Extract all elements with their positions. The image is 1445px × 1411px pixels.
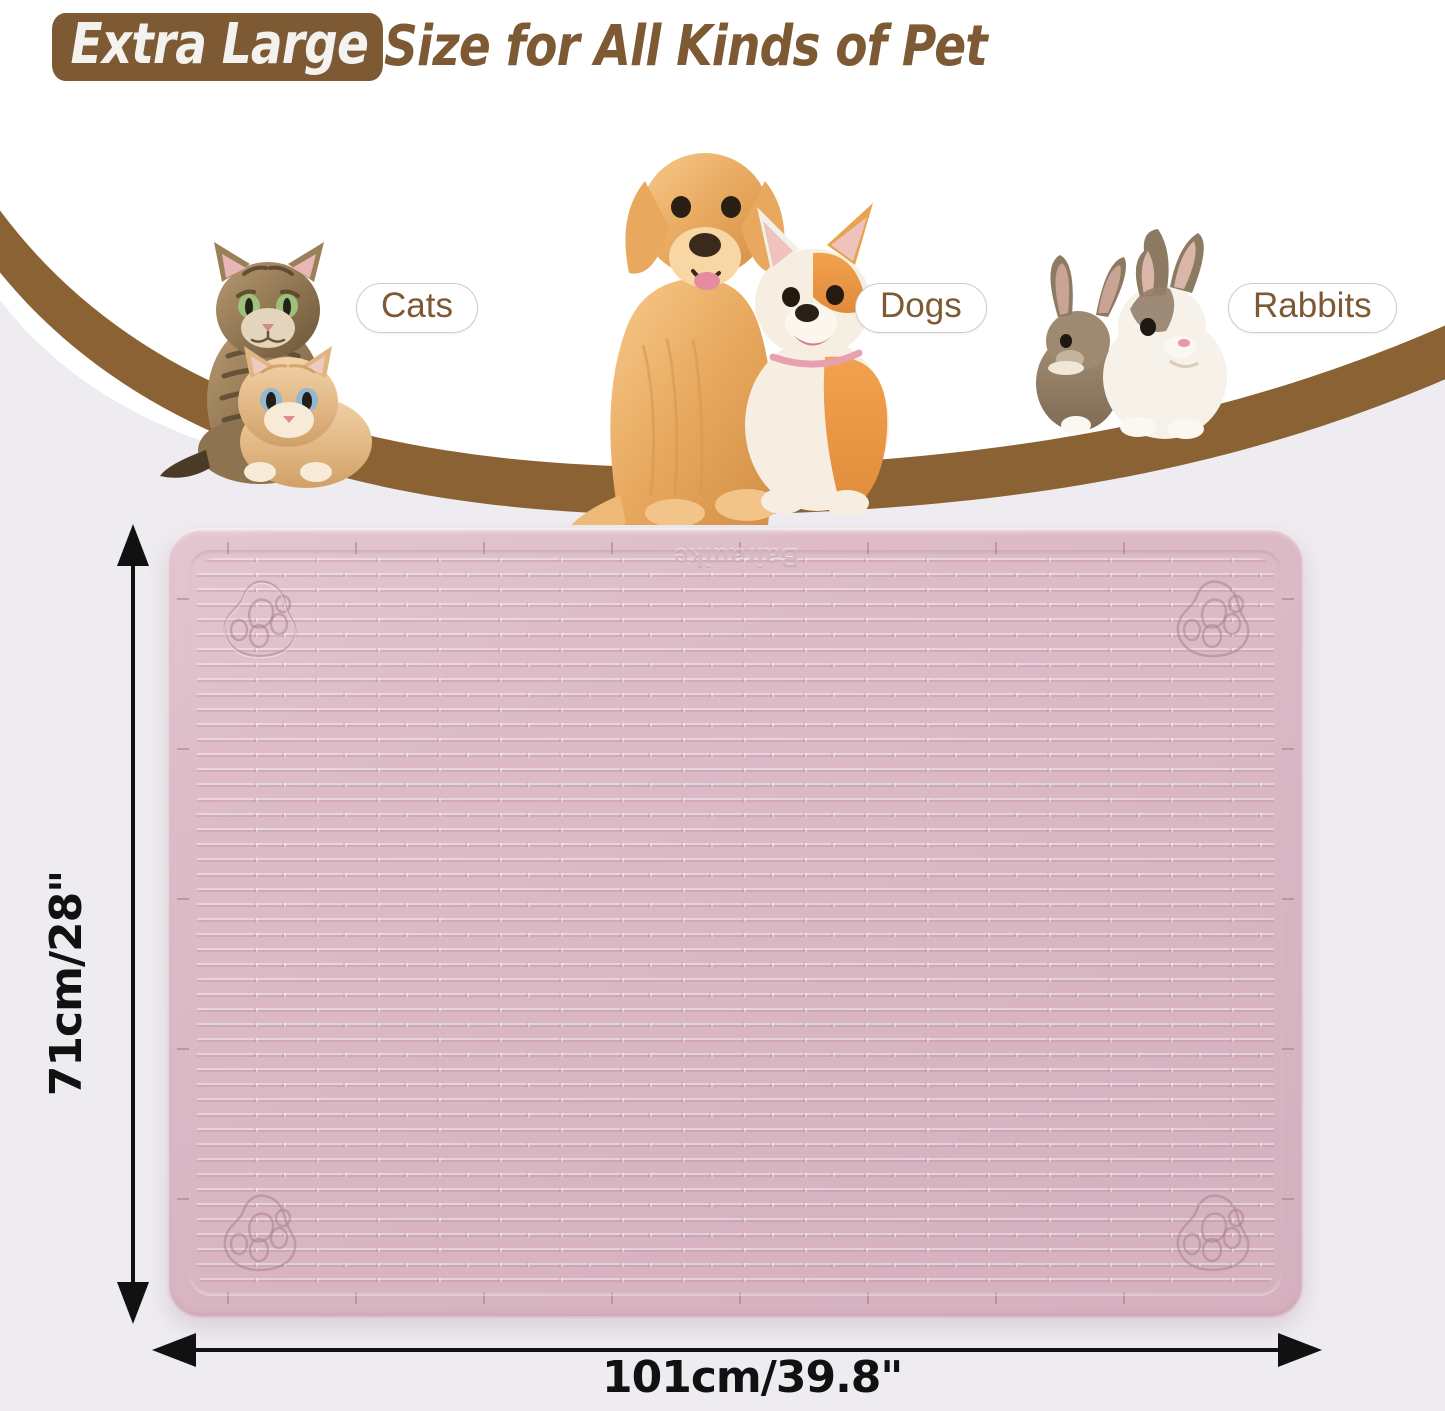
rabbits-photo bbox=[1020, 205, 1270, 445]
mat-edge-notches-bottom bbox=[227, 1292, 1244, 1304]
width-dimension-label: 101cm/39.8" bbox=[602, 1352, 903, 1403]
height-dimension-arrow bbox=[117, 524, 149, 1324]
pet-pill-rabbits: Rabbits bbox=[1228, 283, 1397, 333]
paw-print-icon bbox=[1176, 1194, 1250, 1272]
mat-edge-notches-right bbox=[1282, 598, 1294, 1248]
pet-feeding-mat: Bairauike bbox=[167, 528, 1304, 1318]
cats-photo bbox=[110, 150, 410, 490]
mat-edge-notches-top bbox=[227, 542, 1244, 554]
brand-emboss: Bairauike bbox=[672, 543, 799, 573]
headline-badge: Extra Large bbox=[52, 13, 384, 81]
dogs-photo bbox=[525, 95, 925, 533]
mat-surface: Bairauike bbox=[167, 528, 1304, 1318]
height-dimension-label: 71cm/28" bbox=[41, 870, 93, 1097]
headline-rest: Size for All Kinds of Pet bbox=[384, 14, 988, 79]
mat-inner-bevel bbox=[189, 550, 1282, 1296]
pet-pill-dogs: Dogs bbox=[855, 283, 987, 333]
pet-pill-cats: Cats bbox=[356, 283, 478, 333]
mat-texture bbox=[197, 558, 1274, 1288]
paw-print-icon bbox=[1176, 580, 1250, 658]
page-title: Extra Large Size for All Kinds of Pet bbox=[52, 8, 1102, 86]
mat-edge-notches-left bbox=[177, 598, 189, 1248]
paw-print-icon bbox=[223, 580, 297, 659]
paw-print-icon bbox=[223, 1194, 297, 1272]
